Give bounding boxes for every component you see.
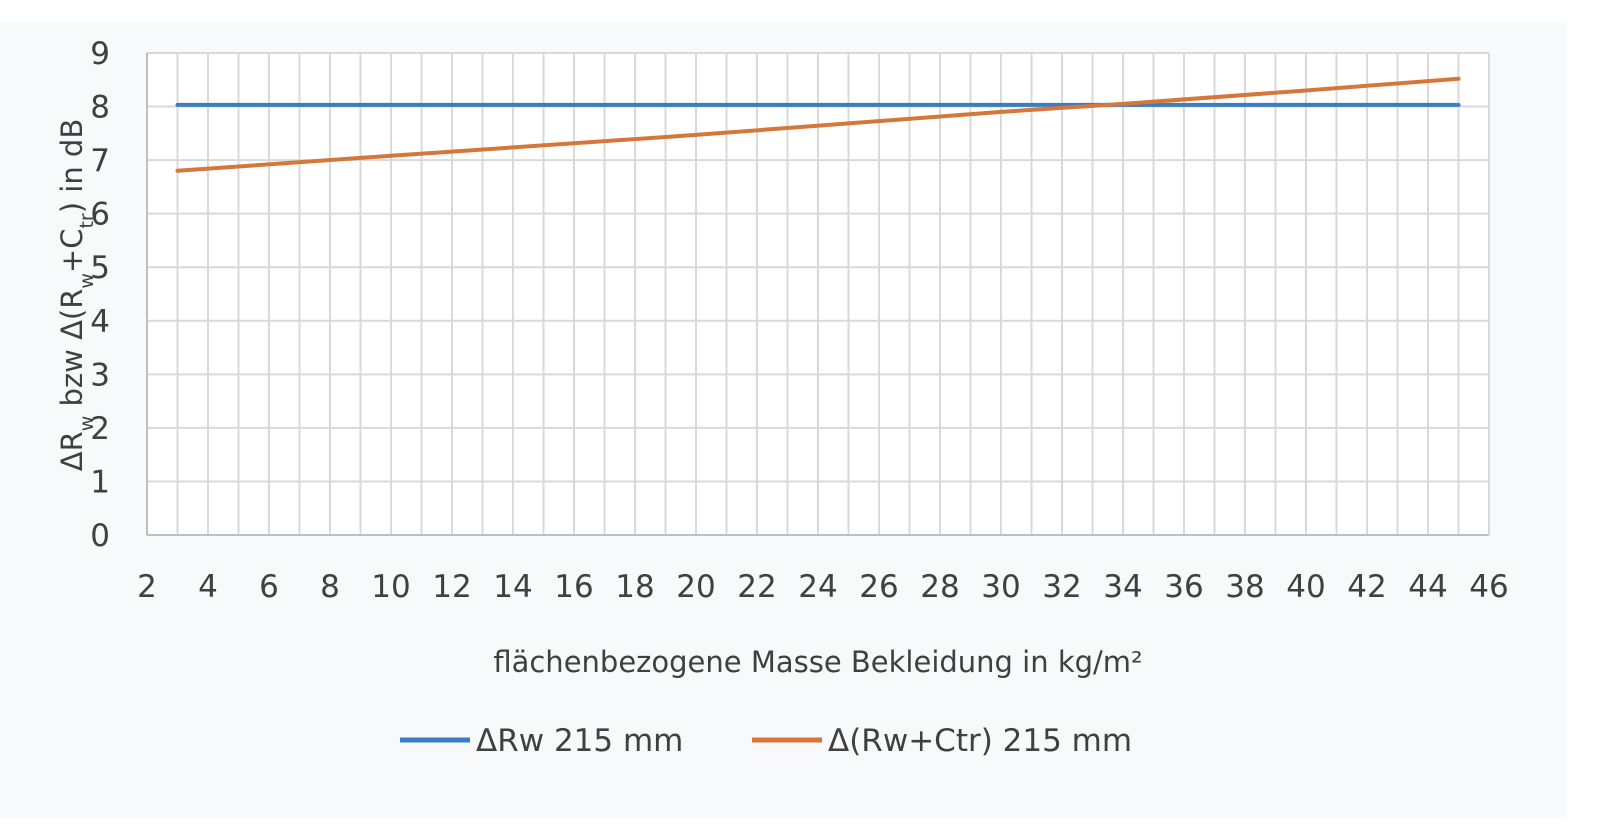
y-tick-label: 4: [90, 304, 110, 340]
x-tick-label: 38: [1225, 569, 1264, 605]
x-tick-label: 34: [1103, 569, 1142, 605]
x-tick-label: 2: [137, 569, 157, 605]
y-axis-title-part: bzw Δ(R: [55, 289, 89, 416]
x-axis-title: flächenbezogene Masse Bekleidung in kg/m…: [493, 645, 1142, 679]
x-tick-label: 14: [493, 569, 532, 605]
y-tick-label: 8: [90, 90, 110, 126]
y-tick-label: 2: [90, 411, 110, 447]
grid-lines: [147, 52, 1489, 535]
y-tick-label: 6: [90, 197, 110, 233]
axes: [146, 53, 1490, 536]
legend-label-series-1: ΔRw 215 mm: [476, 723, 683, 759]
legend: ΔRw 215 mm Δ(Rw+Ctr) 215 mm: [400, 723, 1132, 759]
x-tick-label: 24: [798, 569, 837, 605]
x-tick-label: 18: [615, 569, 654, 605]
x-tick-label: 46: [1469, 569, 1508, 605]
y-axis-title-subscript: tr: [76, 213, 98, 228]
x-tick-label: 12: [432, 569, 471, 605]
y-axis-title-subscript: w: [76, 273, 98, 289]
series-lines: [175, 76, 1461, 173]
y-tick-label: 1: [90, 464, 110, 500]
legend-label-series-2: Δ(Rw+Ctr) 215 mm: [828, 723, 1132, 759]
x-tick-label: 6: [259, 569, 279, 605]
x-tick-label: 36: [1164, 569, 1203, 605]
y-tick-label: 0: [90, 518, 110, 554]
x-tick-label: 32: [1042, 569, 1081, 605]
x-tick-label: 4: [198, 569, 218, 605]
y-tick-label: 3: [90, 357, 110, 393]
x-tick-label: 16: [554, 569, 593, 605]
y-axis-title-part: +C: [55, 229, 89, 274]
x-tick-label: 10: [371, 569, 410, 605]
y-tick-label: 9: [90, 36, 110, 72]
x-tick-label: 20: [676, 569, 715, 605]
x-tick-label: 26: [859, 569, 898, 605]
y-axis-title: ΔRw bzw Δ(Rw+Ctr) in dB: [55, 119, 98, 472]
y-axis-title-part: ΔR: [55, 431, 89, 471]
tick-labels: 2 4 6 8 10 12 14 16 18 20 22 24 26 28 30 32 34 36 38 40 42 44…: [90, 36, 1508, 605]
series-line-2: [175, 76, 1461, 173]
x-tick-label: 30: [981, 569, 1020, 605]
x-tick-label: 28: [920, 569, 959, 605]
x-tick-label: 40: [1286, 569, 1325, 605]
y-axis-title-part: ) in dB: [55, 119, 89, 214]
x-tick-label: 42: [1347, 569, 1386, 605]
x-tick-label: 22: [737, 569, 776, 605]
x-tick-label: 44: [1408, 569, 1447, 605]
y-tick-label: 7: [90, 143, 110, 179]
x-tick-label: 8: [320, 569, 340, 605]
y-axis-title-subscript: w: [76, 416, 98, 432]
y-tick-label: 5: [90, 250, 110, 286]
